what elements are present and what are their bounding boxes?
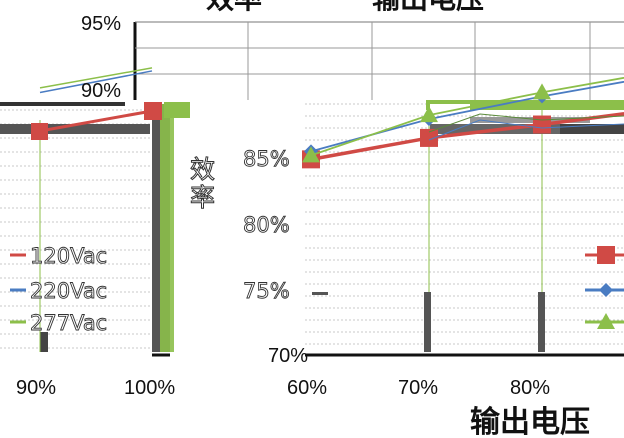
- left-dark-stub: [40, 332, 48, 352]
- left-series-line: [39, 109, 153, 133]
- x-axis-label: 输出电压: [470, 405, 590, 438]
- legend-label-120Vac: 120Vac: [30, 244, 107, 268]
- chart-decorations: [312, 100, 624, 352]
- x-tick-label: 70%: [398, 377, 438, 399]
- left-dark-band: [0, 124, 150, 134]
- x-tick-label: 60%: [287, 377, 327, 399]
- y-tick-label: 85%: [243, 147, 290, 171]
- x-tick-label: 80%: [510, 377, 550, 399]
- y-axis-label: 效率: [190, 155, 216, 213]
- marker-120Vac: [533, 115, 551, 134]
- upper-plot-frame: [133, 21, 624, 100]
- y-tick-label: 95%: [81, 13, 121, 35]
- legend-right-marker: [597, 313, 615, 329]
- y-tick-label: 75%: [243, 279, 290, 303]
- y-tick-label: 80%: [243, 213, 290, 237]
- y-axis-label-char: 效: [190, 155, 215, 184]
- left-marker-square: [31, 123, 48, 140]
- tick-labels: 70% 75% 80% 85% 90% 95% 60% 70% 80% 90% 100%: [16, 13, 550, 399]
- marker-120Vac: [420, 128, 438, 147]
- main-plot-grid: [305, 100, 624, 357]
- chart-legend: 120Vac 220Vac 277Vac: [10, 244, 624, 335]
- dark-band: [560, 124, 624, 134]
- left-series-line: [39, 67, 153, 89]
- dark-stub: [424, 292, 431, 352]
- white-notch: [430, 104, 470, 110]
- legend-label-277Vac: 277Vac: [30, 311, 107, 335]
- left-marker-square: [144, 102, 162, 120]
- x-tick-label: 100%: [124, 377, 175, 399]
- left-series-line: [39, 70, 153, 94]
- marker-277Vac: [533, 83, 551, 100]
- chart-title-left: 效率: [206, 0, 262, 15]
- guide-line: [428, 113, 624, 133]
- left-marker-green: [164, 102, 190, 118]
- legend-label-220Vac: 220Vac: [30, 279, 107, 303]
- legend-right-marker: [599, 283, 613, 297]
- green-band: [426, 100, 624, 110]
- left-dark-band: [0, 102, 125, 106]
- series-lines: [302, 76, 624, 169]
- left-green-column: [160, 104, 174, 352]
- gray-band: [470, 117, 590, 123]
- dark-stub: [538, 292, 545, 352]
- y-tick-label: 70%: [268, 345, 308, 367]
- legend-right-marker: [597, 246, 615, 264]
- left-chart-fragment: [0, 67, 190, 357]
- dark-stub: [312, 292, 328, 295]
- y-axis-label-char: 率: [190, 183, 215, 212]
- marker-277Vac: [420, 106, 438, 123]
- x-tick-label: 90%: [16, 377, 56, 399]
- guide-line: [428, 119, 624, 141]
- marker-277Vac: [302, 146, 320, 163]
- chart-title-right: 输出电压: [372, 0, 484, 15]
- y-tick-label: 90%: [81, 80, 121, 102]
- dark-band: [430, 124, 624, 134]
